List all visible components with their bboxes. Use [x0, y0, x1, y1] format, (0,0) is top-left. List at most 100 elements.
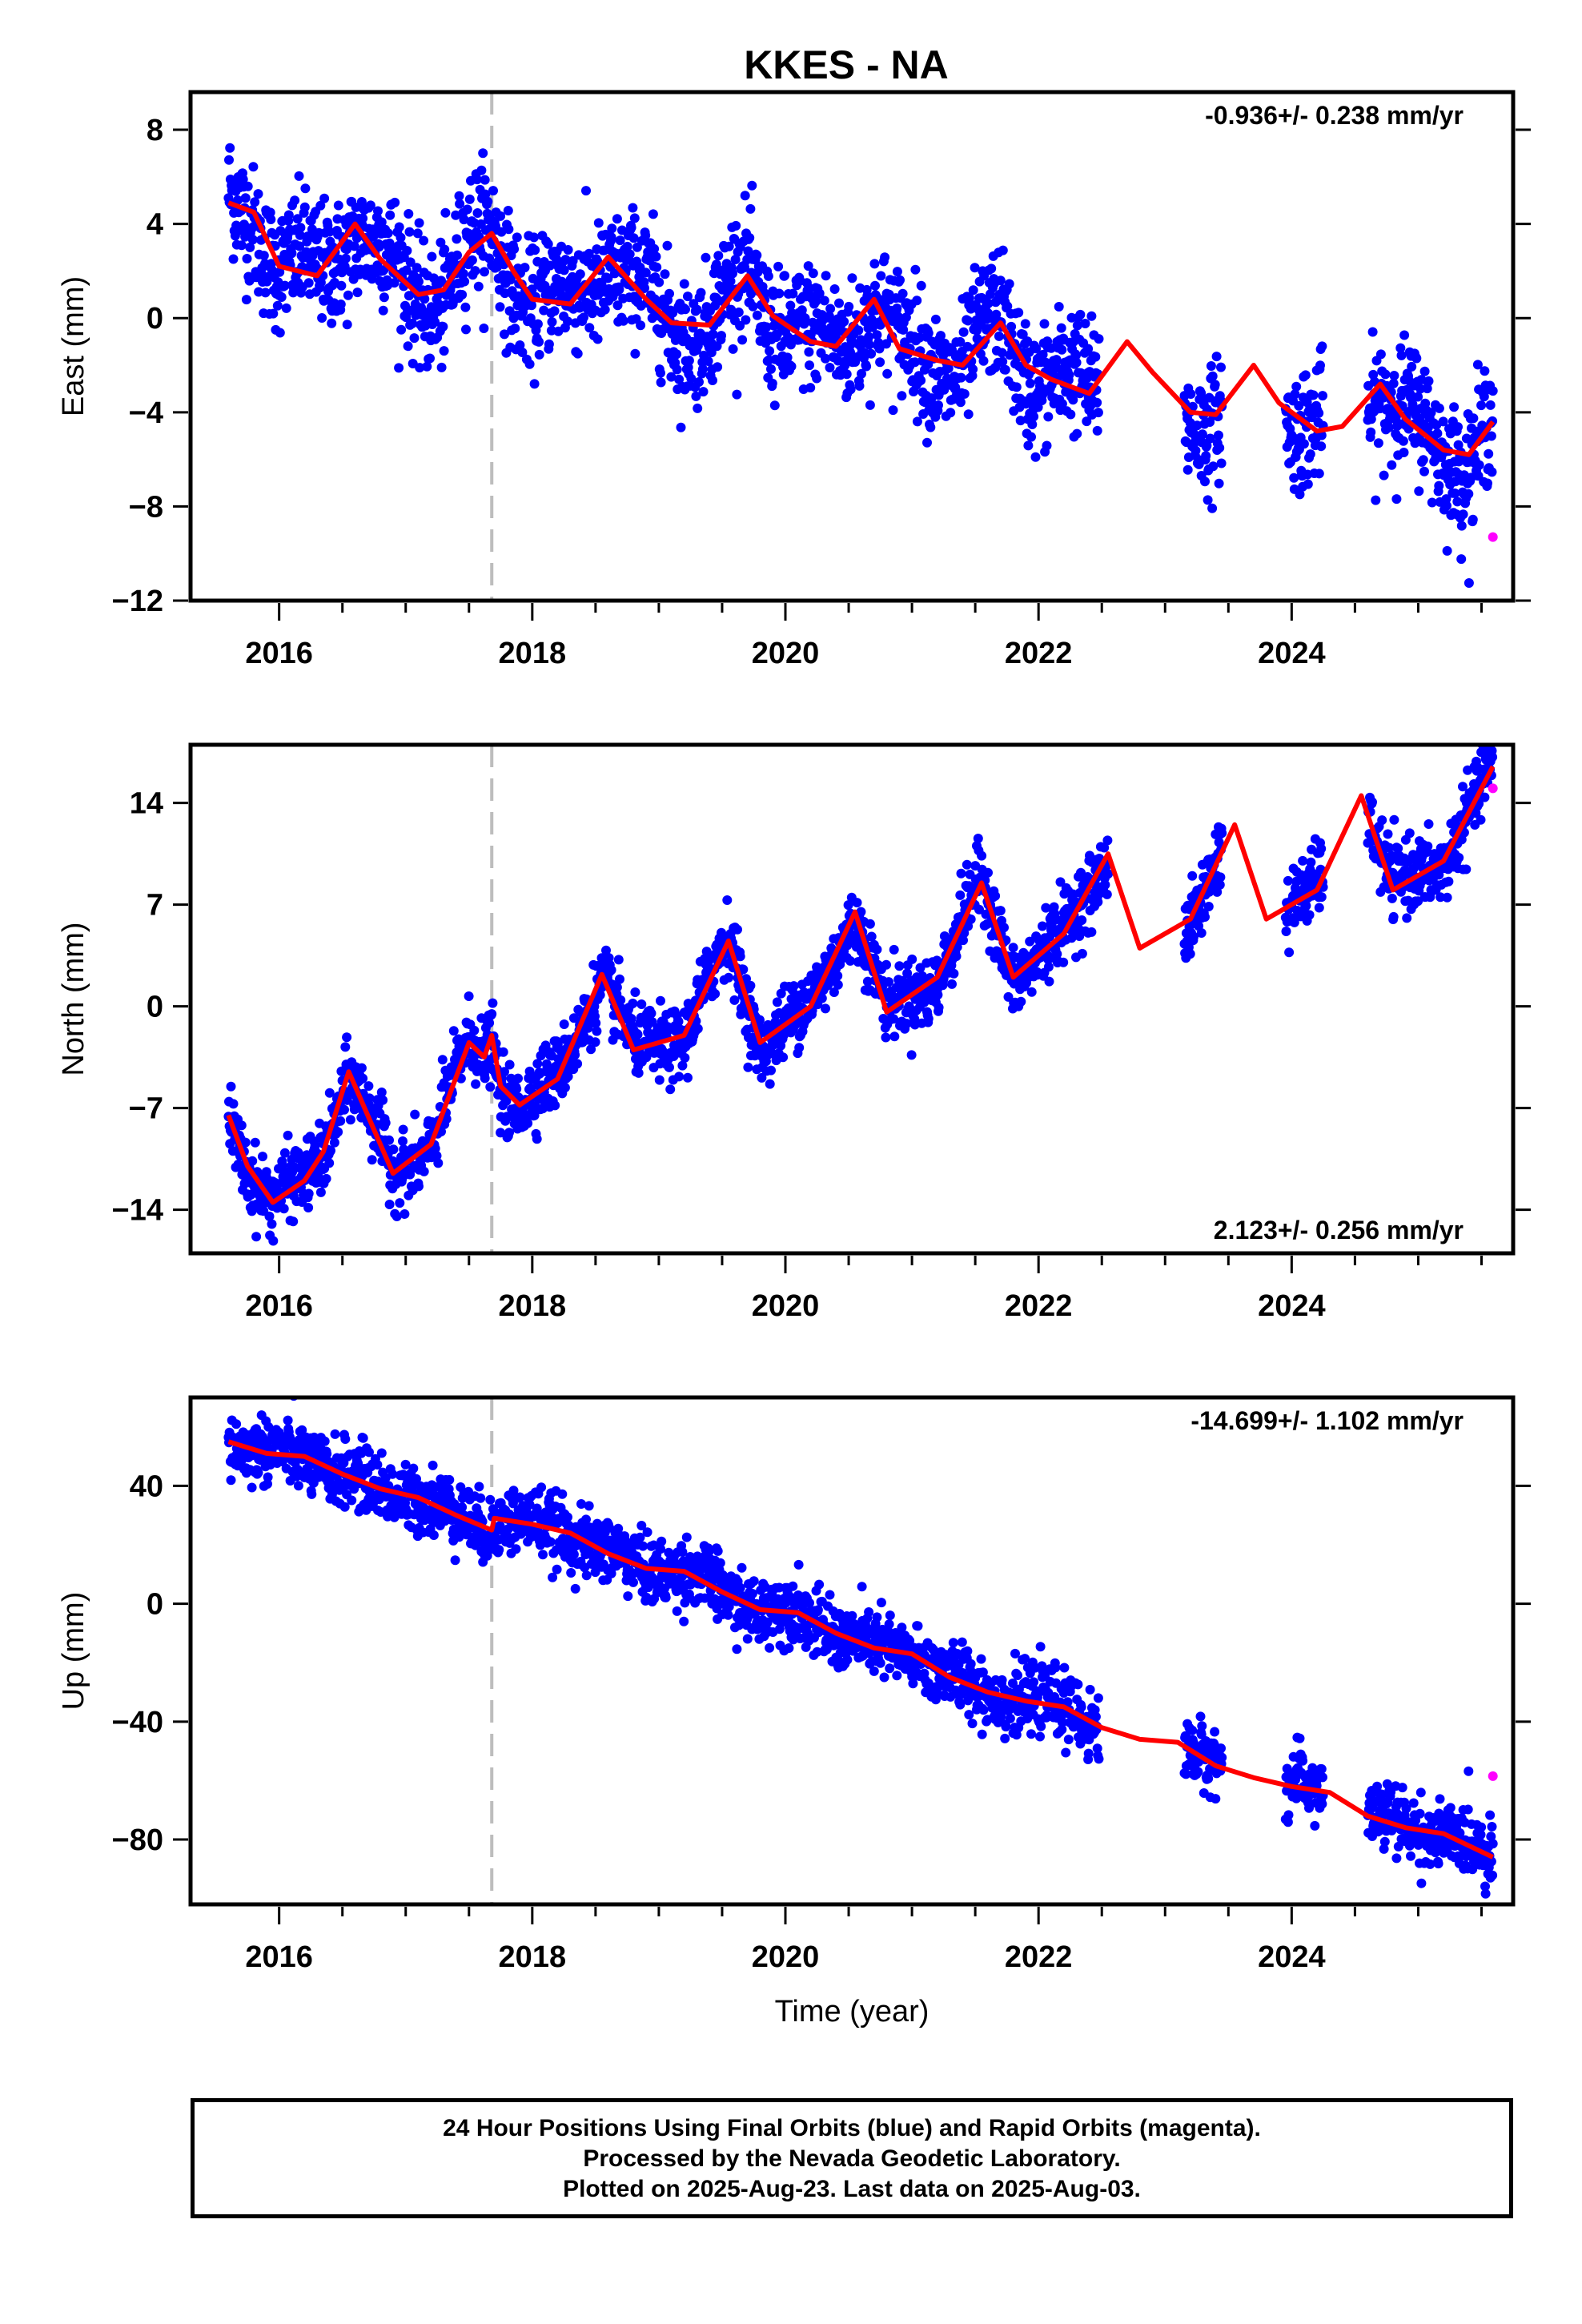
data-point: [765, 346, 775, 356]
data-point: [668, 308, 678, 318]
data-point: [964, 293, 974, 304]
data-point: [745, 233, 755, 243]
data-point: [888, 405, 898, 416]
data-point: [865, 919, 875, 929]
data-point: [1080, 319, 1090, 328]
data-point: [247, 235, 258, 245]
data-point: [968, 364, 978, 375]
data-point: [1375, 349, 1386, 360]
data-point: [679, 279, 689, 289]
data-point: [943, 364, 954, 373]
data-point: [303, 1203, 314, 1212]
data-point: [1434, 870, 1444, 880]
data-point: [866, 931, 877, 942]
y-tick-label: 7: [147, 889, 163, 923]
data-point: [1022, 336, 1033, 347]
data-point: [279, 280, 290, 291]
data-point: [240, 193, 251, 203]
data-point: [1300, 370, 1311, 380]
data-point: [774, 288, 785, 299]
data-point: [788, 288, 798, 299]
data-point: [247, 1482, 257, 1493]
data-point: [1373, 438, 1383, 448]
data-point: [379, 292, 389, 303]
data-point: [743, 246, 753, 256]
data-point: [1072, 428, 1082, 439]
data-point: [527, 300, 536, 311]
data-point: [1435, 892, 1446, 903]
data-point: [829, 987, 839, 997]
data-point: [432, 1151, 442, 1161]
data-point: [884, 977, 893, 987]
data-point: [978, 356, 989, 366]
data-point: [347, 1495, 357, 1506]
data-point: [530, 245, 540, 255]
data-point: [640, 230, 651, 240]
data-point: [383, 228, 393, 239]
data-point: [240, 1137, 251, 1148]
data-point: [584, 323, 595, 333]
data-point: [402, 246, 412, 255]
data-point: [844, 301, 854, 312]
data-point: [409, 333, 420, 344]
data-point: [363, 1081, 374, 1092]
data-point: [454, 191, 464, 201]
data-point: [226, 1081, 236, 1092]
data-point: [1480, 792, 1490, 802]
data-point: [1442, 545, 1452, 556]
model-fit-line: [226, 765, 1496, 1205]
data-point: [290, 195, 300, 206]
data-point: [1094, 334, 1104, 344]
data-point: [794, 1043, 805, 1053]
data-point: [523, 1118, 533, 1128]
data-point: [473, 281, 484, 292]
data-point: [1056, 323, 1066, 333]
data-point: [430, 317, 440, 327]
data-point: [1182, 464, 1193, 475]
data-point: [579, 312, 588, 323]
data-point: [547, 317, 557, 327]
data-point: [1380, 369, 1391, 380]
data-point: [1004, 279, 1014, 289]
data-point: [353, 1458, 363, 1469]
data-point: [683, 292, 693, 302]
data-point: [1217, 828, 1227, 838]
y-tick-label: −12: [112, 585, 163, 618]
data-point: [789, 981, 799, 991]
data-point: [840, 360, 850, 371]
data-point: [686, 373, 697, 384]
data-point: [1185, 949, 1195, 959]
data-point: [401, 265, 412, 275]
data-point: [1284, 947, 1295, 958]
data-point: [319, 193, 330, 203]
data-point: [747, 180, 757, 191]
data-point: [845, 384, 856, 395]
data-point: [410, 1109, 420, 1120]
data-point: [1419, 366, 1430, 376]
data-point: [572, 348, 583, 359]
data-point: [819, 296, 829, 306]
data-point: [672, 364, 682, 375]
data-point: [786, 361, 797, 372]
data-point: [238, 174, 248, 184]
data-point: [591, 1018, 601, 1028]
data-point: [1027, 420, 1038, 429]
data-point: [438, 321, 448, 332]
data-point: [1057, 399, 1067, 409]
data-point: [977, 850, 987, 861]
y-tick-label: 14: [130, 787, 163, 821]
data-point: [520, 263, 530, 273]
data-point: [717, 331, 726, 341]
data-point: [821, 1003, 830, 1014]
data-point: [460, 302, 471, 312]
data-point: [376, 217, 387, 227]
data-point: [428, 1460, 438, 1470]
data-point: [251, 1232, 262, 1242]
data-point: [1450, 489, 1460, 498]
data-point: [724, 972, 734, 983]
data-point: [1086, 927, 1097, 937]
data-point: [342, 320, 352, 330]
data-point: [385, 210, 396, 220]
data-point: [966, 914, 976, 924]
